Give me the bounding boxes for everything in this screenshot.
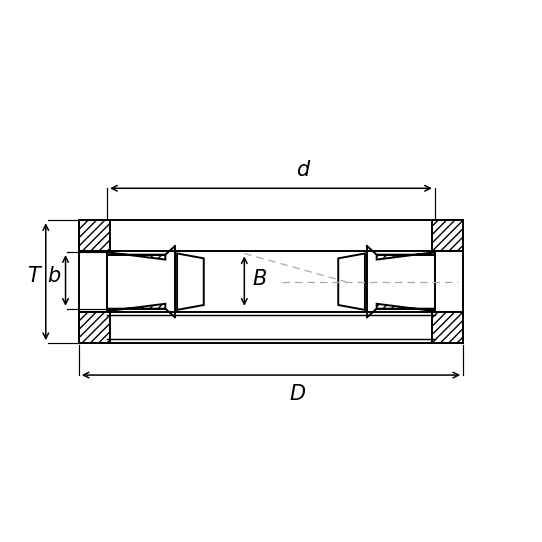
Polygon shape xyxy=(377,252,435,260)
Text: d: d xyxy=(296,160,309,180)
Polygon shape xyxy=(79,220,110,251)
Polygon shape xyxy=(107,304,165,311)
Polygon shape xyxy=(107,252,165,260)
Polygon shape xyxy=(432,312,463,343)
Polygon shape xyxy=(432,220,463,251)
Text: T: T xyxy=(27,266,40,286)
Text: b: b xyxy=(47,266,60,286)
Polygon shape xyxy=(177,254,204,310)
Text: B: B xyxy=(253,269,267,289)
Polygon shape xyxy=(79,312,110,343)
Polygon shape xyxy=(377,304,435,311)
Text: D: D xyxy=(289,384,306,404)
Polygon shape xyxy=(338,254,365,310)
